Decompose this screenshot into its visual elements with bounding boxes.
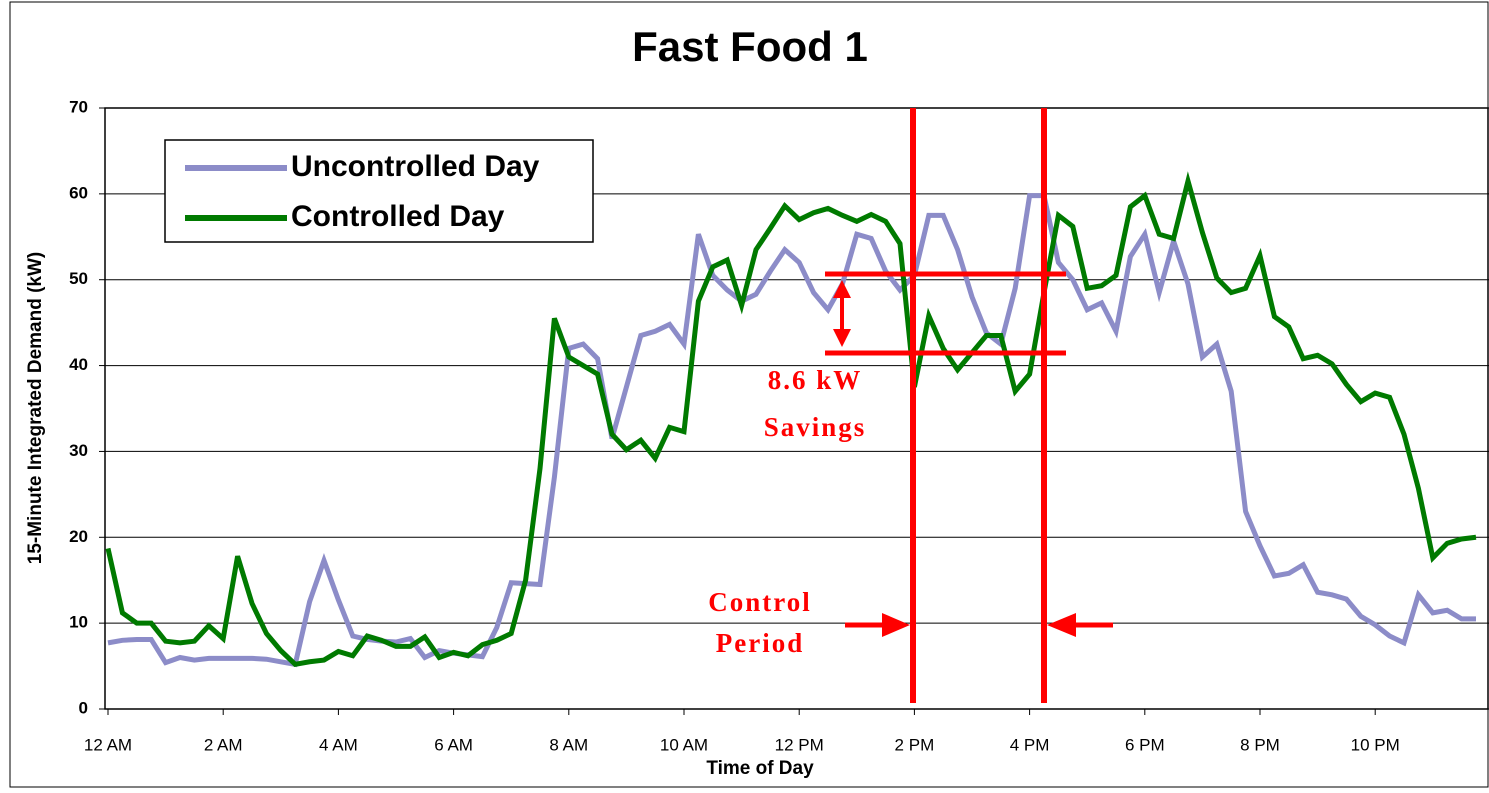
y-tick-label: 30 — [69, 441, 88, 460]
y-tick-label: 60 — [69, 183, 88, 202]
x-tick-label: 12 AM — [84, 735, 132, 754]
legend-label: Uncontrolled Day — [291, 150, 540, 183]
data-line — [105, 171, 1477, 668]
annotation: Control — [708, 587, 812, 617]
arrow-head — [1047, 613, 1076, 637]
y-axis-label: 15-Minute Integrated Demand (kW) — [25, 252, 46, 564]
chart-title: Fast Food 1 — [632, 23, 868, 70]
x-tick-label: 2 PM — [895, 735, 935, 754]
y-tick-label: 40 — [69, 355, 88, 374]
x-tick-label: 8 PM — [1240, 735, 1280, 754]
chart-frame — [9, 1, 1489, 788]
x-tick-label: 2 AM — [204, 735, 243, 754]
x-axis-label: Time of Day — [706, 758, 814, 779]
x-tick-label: 4 PM — [1010, 735, 1050, 754]
x-tick-label: 4 AM — [319, 735, 358, 754]
x-tick-label: 6 PM — [1125, 735, 1165, 754]
x-tick-label: 12 PM — [775, 735, 824, 754]
y-tick-label: 10 — [69, 613, 88, 632]
y-tick-label: 0 — [79, 698, 88, 717]
arrow-head — [833, 280, 851, 298]
arrow-head — [882, 613, 910, 637]
x-tick-label: 10 AM — [660, 735, 708, 754]
legend-label: Controlled Day — [291, 200, 505, 233]
annotation: Savings — [764, 412, 867, 442]
legend-box — [164, 139, 594, 243]
x-tick-label: 8 AM — [549, 735, 588, 754]
annotation-layer: 8.6 kW Savings Control Period — [708, 108, 1113, 703]
arrow-head — [833, 329, 851, 347]
y-tick-label: 50 — [69, 269, 88, 288]
annotation: 8.6 kW — [768, 365, 863, 395]
plot-area: 0 10 20 30 40 50 60 70 12 AM 2 AM 4 AM 6 AM 8 AM 10 A… — [69, 97, 1489, 754]
legend: Uncontrolled Day Controlled Day — [164, 139, 594, 243]
x-tick-label: 10 PM — [1351, 735, 1400, 754]
annotation: Period — [716, 628, 804, 658]
x-tick-label: 6 AM — [434, 735, 473, 754]
y-tick-label: 20 — [69, 527, 88, 546]
y-tick-label: 70 — [69, 97, 88, 116]
plot-border — [104, 107, 1489, 710]
data-line — [107, 193, 1476, 668]
